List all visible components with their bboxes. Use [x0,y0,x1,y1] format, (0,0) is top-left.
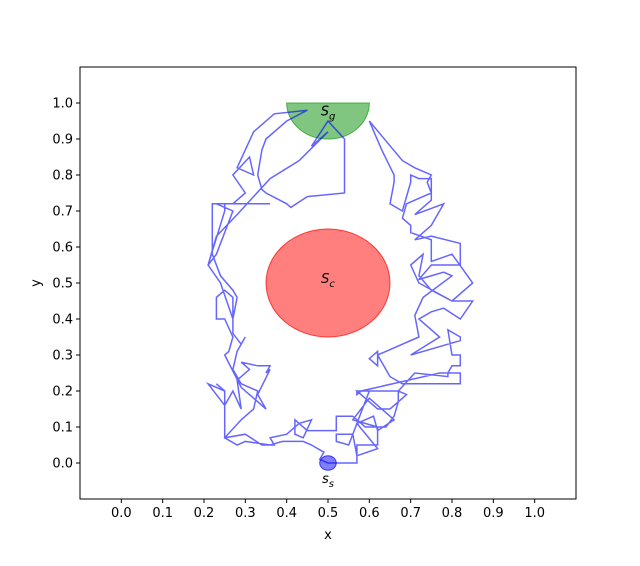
obstacle-region-label: Sc [321,272,335,290]
x-tick-label: 0.6 [359,506,380,521]
goal-region-label: Sg [321,105,336,123]
y-tick-label: 0.9 [52,133,73,148]
x-tick-label: 0.1 [152,506,173,521]
marks-layer: Sg Sc ss [205,102,475,490]
x-tick-label: 0.2 [194,506,215,521]
x-tick-label: 0.9 [483,506,504,521]
y-tick-label: 0.8 [52,169,73,184]
x-tick-label: 0.3 [235,506,256,521]
y-tick-label: 0.4 [52,313,73,328]
y-tick-label: 0.1 [52,421,73,436]
y-tick-label: 1.0 [52,97,73,112]
obstacle-region-circle [265,228,391,338]
start-region-label: ss [322,472,334,490]
y-tick-label: 0.3 [52,349,73,364]
y-tick-label: 0.2 [52,385,73,400]
y-axis-label: y [29,279,44,287]
x-tick-label: 0.5 [318,506,339,521]
y-tick-label: 0.0 [52,457,73,472]
y-tick-label: 0.7 [52,205,73,220]
x-tick-label: 0.4 [276,506,297,521]
x-axis-label: x [324,528,332,543]
x-tick-label: 0.7 [400,506,421,521]
plot-frame [79,66,577,500]
y-tick-label: 0.6 [52,241,73,256]
x-tick-label: 0.8 [442,506,463,521]
y-tick-label: 0.5 [52,277,73,292]
x-tick-label: 1.0 [524,506,545,521]
x-tick-label: 0.0 [111,506,132,521]
ticks-layer: 0.0 0.1 0.2 0.3 0.4 0.5 0.6 0.7 0.8 0.9 1.0 0.0 0.1 0… [52,97,545,522]
trajectory-line [205,109,475,464]
